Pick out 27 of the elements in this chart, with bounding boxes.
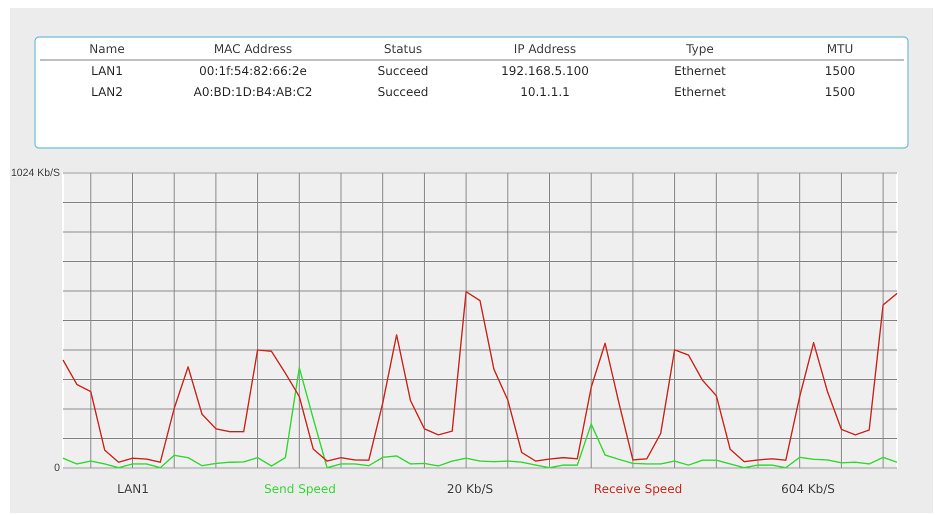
line-series	[62, 290, 898, 463]
text: Ethernet	[674, 85, 726, 99]
category-label: Status	[384, 42, 422, 56]
text: 192.168.5.100	[501, 64, 589, 78]
text: A0:BD:1D:B4:AB:C2	[194, 85, 312, 99]
text: Ethernet	[674, 64, 726, 78]
series-label: Send Speed	[264, 482, 336, 496]
category-label: IP Address	[514, 42, 576, 56]
text: 10.1.1.1	[520, 85, 570, 99]
line-series	[62, 367, 898, 468]
text: 604 Kb/S	[781, 482, 835, 496]
text: LAN1	[117, 482, 149, 496]
text: 20 Kb/S	[446, 482, 494, 496]
text: LAN1	[91, 64, 123, 78]
category-label: MAC Address	[214, 42, 292, 56]
category-label: MTU	[826, 42, 854, 56]
text: Succeed	[378, 85, 428, 99]
text: 00:1f:54:82:66:2e	[199, 64, 307, 78]
text: Succeed	[378, 64, 428, 78]
category-label: Name	[89, 42, 125, 56]
text: Receive Speed	[594, 482, 682, 496]
text: 1500	[824, 85, 856, 99]
text: LAN2	[91, 85, 123, 99]
y-tick-label: 0	[54, 462, 60, 474]
category-label: Type	[685, 42, 714, 56]
y-tick-label: 1024 Kb/S	[10, 166, 60, 179]
text: 1500	[824, 64, 856, 78]
